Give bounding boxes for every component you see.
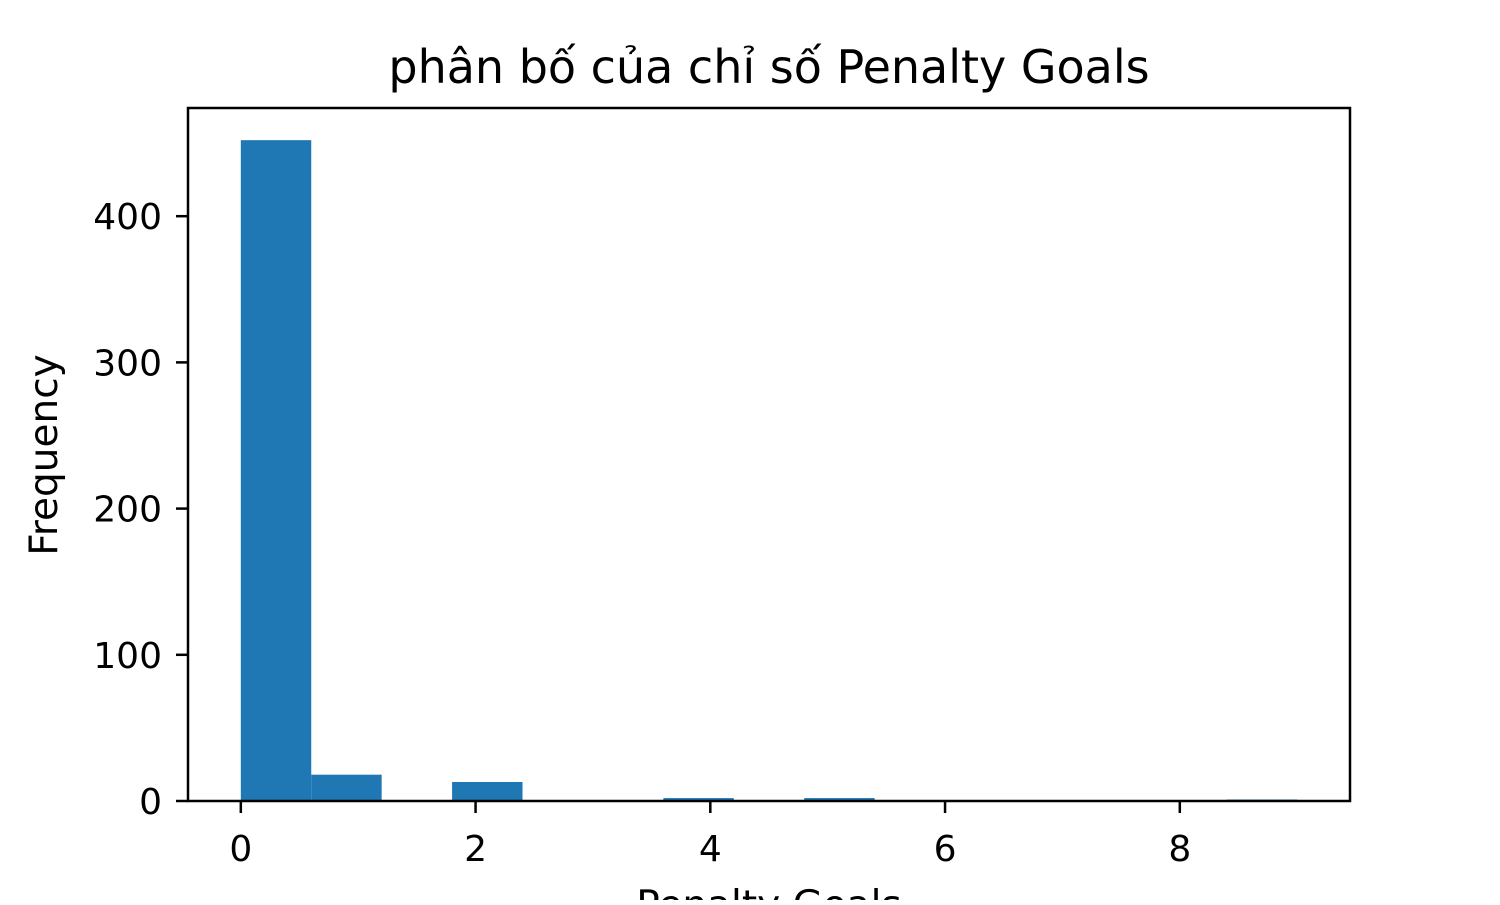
y-tick-label: 100 — [93, 636, 162, 677]
bars-layer — [240, 140, 1298, 801]
chart-title: phân bố của chỉ số Penalty Goals — [388, 40, 1149, 94]
histogram-bar — [663, 798, 734, 801]
y-tick-label: 0 — [139, 782, 162, 823]
x-tick-label: 8 — [1168, 829, 1191, 870]
y-tick-label: 400 — [93, 197, 162, 238]
plot-frame — [186, 106, 1352, 803]
y-tick-label: 300 — [93, 343, 162, 384]
histogram-bar — [452, 781, 523, 801]
x-axis-ticks: 0 2 4 6 8 — [229, 801, 1191, 870]
x-tick-label: 0 — [229, 829, 252, 870]
y-tick-label: 200 — [93, 490, 162, 531]
x-axis-label: Penalty Goals — [636, 883, 901, 900]
x-tick-label: 6 — [934, 829, 957, 870]
x-tick-label: 2 — [464, 829, 487, 870]
histogram-bar — [804, 798, 875, 801]
y-axis-label: Frequency — [22, 354, 67, 555]
y-axis-ticks: 0 100 200 300 400 — [93, 197, 188, 823]
x-tick-label: 4 — [699, 829, 722, 870]
histogram-bar — [311, 774, 382, 801]
histogram-bar — [240, 140, 312, 801]
